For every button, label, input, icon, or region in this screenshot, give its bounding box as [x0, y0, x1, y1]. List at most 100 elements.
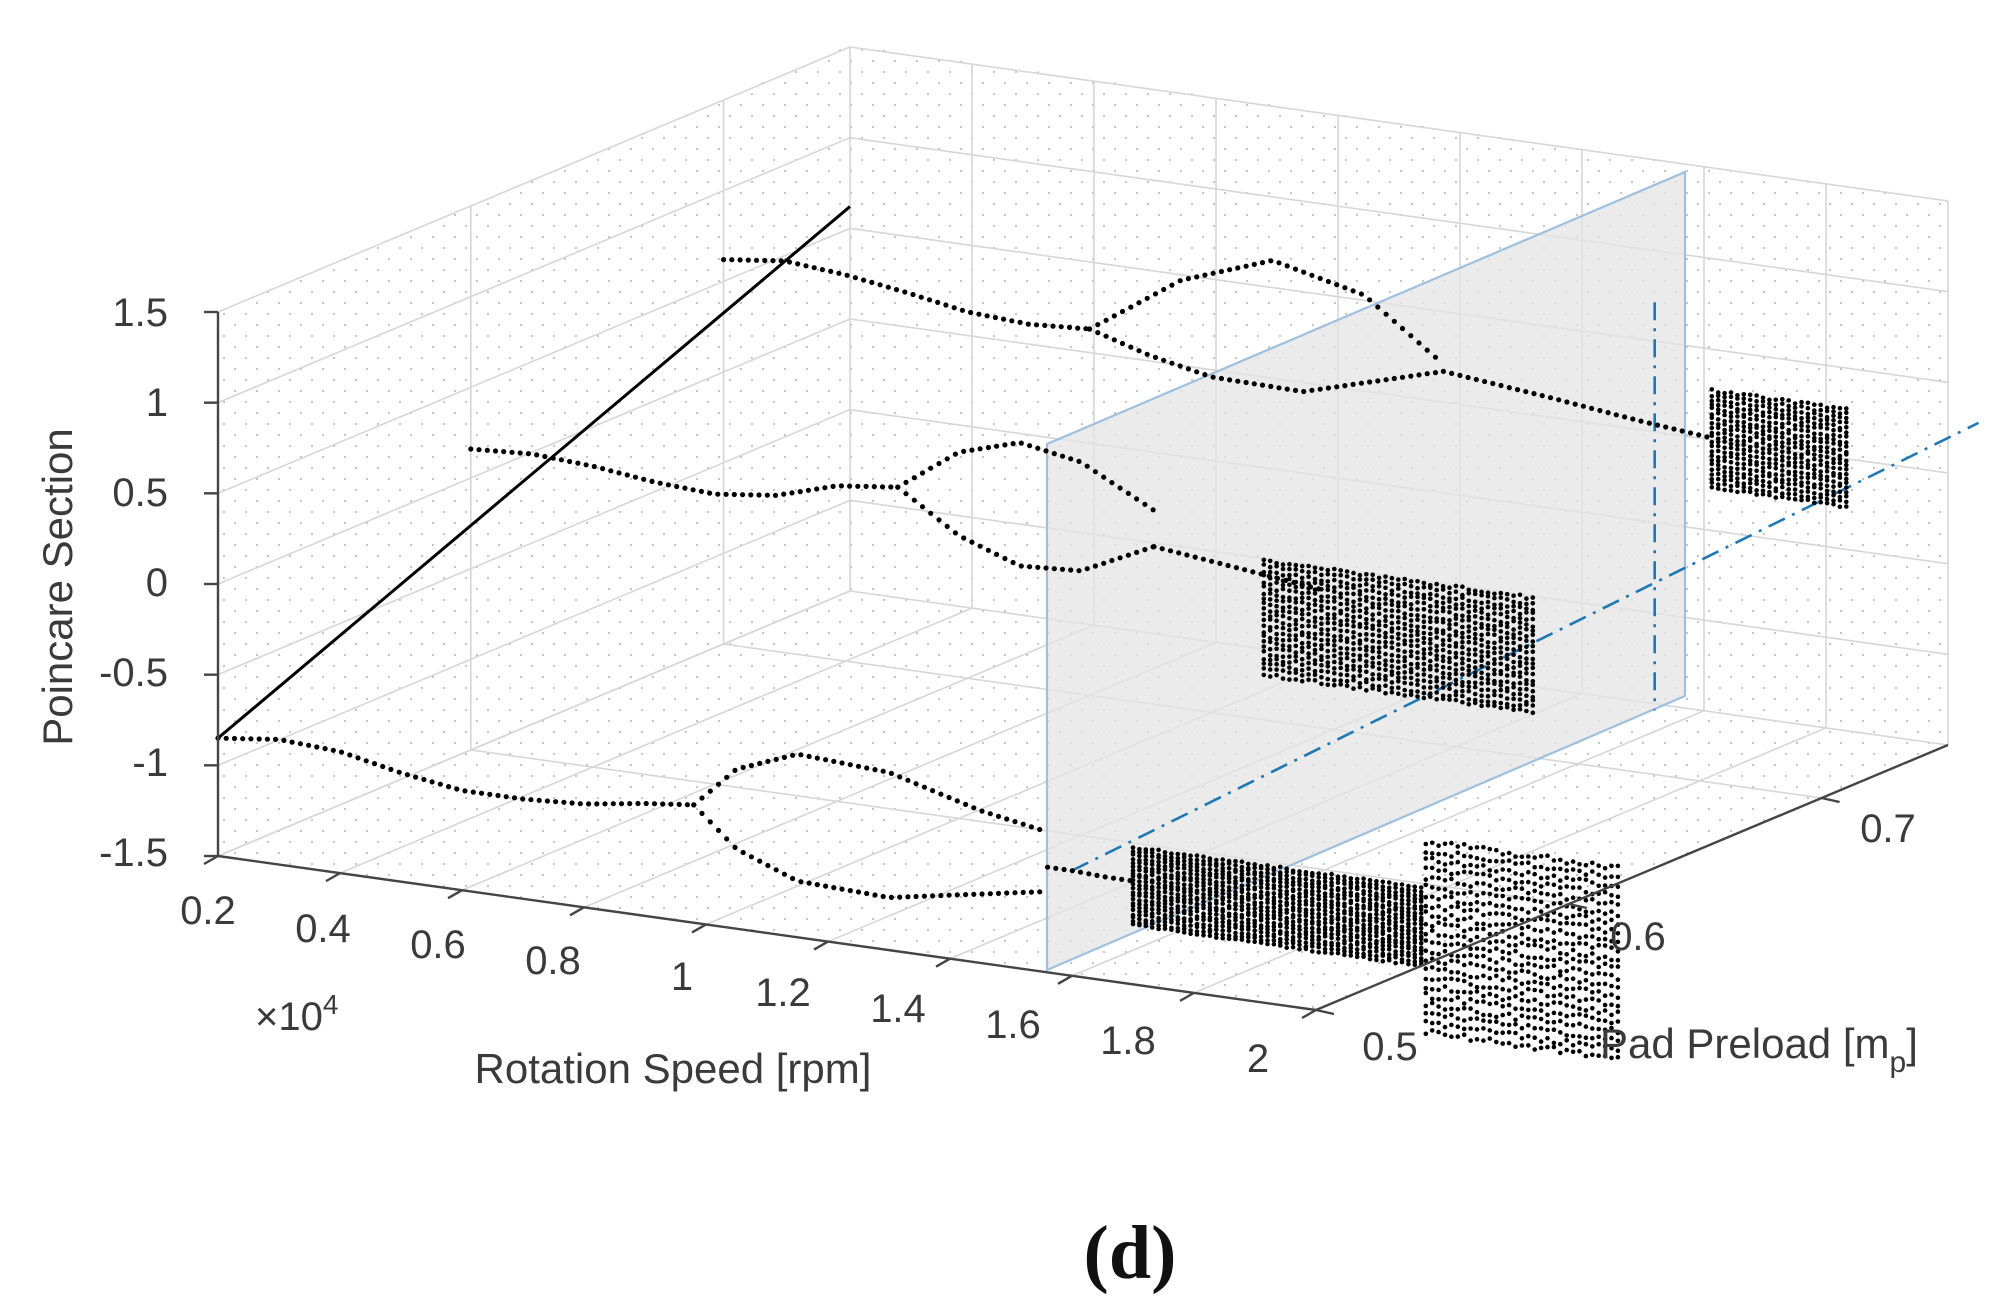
chaotic-point	[1214, 893, 1219, 898]
chaotic-point	[1728, 477, 1734, 483]
chaotic-point	[1453, 671, 1459, 677]
chaotic-point	[1169, 906, 1174, 912]
chaotic-point	[1786, 416, 1791, 421]
branch-point	[586, 801, 592, 807]
chaotic-point	[1290, 912, 1296, 918]
chaotic-point	[1506, 951, 1512, 956]
chaotic-point	[1545, 964, 1550, 969]
branch-point	[1292, 266, 1299, 272]
chaotic-point	[1175, 892, 1181, 897]
chaotic-point	[1487, 883, 1493, 888]
chaotic-point	[1722, 422, 1727, 427]
branch-point	[1564, 399, 1570, 405]
chaotic-point	[1805, 475, 1811, 481]
chaotic-point	[1220, 857, 1225, 862]
chaotic-point	[1290, 944, 1296, 950]
chaotic-point	[1143, 883, 1149, 889]
branch-point	[1408, 373, 1414, 379]
chaotic-point	[1735, 419, 1740, 425]
chaotic-point	[1709, 480, 1715, 485]
chaotic-point	[1498, 611, 1504, 617]
chaotic-point	[1474, 855, 1480, 861]
chaotic-point	[1408, 653, 1414, 659]
chaotic-point	[1466, 634, 1472, 640]
chaotic-point	[1511, 647, 1516, 652]
chaotic-point	[1481, 863, 1486, 868]
chaotic-point	[1429, 1020, 1435, 1026]
chaotic-point	[1824, 421, 1830, 427]
chaotic-point	[1494, 1039, 1499, 1045]
chaotic-point	[1299, 649, 1305, 654]
chaotic-point	[1406, 917, 1411, 923]
chaotic-point	[1479, 637, 1484, 642]
chaotic-point	[1423, 909, 1429, 914]
chaotic-point	[1564, 1038, 1569, 1043]
chaotic-point	[1517, 655, 1523, 660]
chaotic-point	[1844, 458, 1849, 464]
chaotic-point	[1747, 429, 1753, 435]
x-tick-mark	[203, 854, 219, 866]
chaotic-point	[1504, 604, 1510, 609]
branch-point	[1317, 386, 1323, 392]
chaotic-point	[1370, 577, 1375, 582]
chaotic-point	[1735, 466, 1740, 472]
grid-line	[217, 136, 851, 404]
chaotic-point	[1162, 912, 1168, 918]
chaotic-point	[1338, 660, 1343, 666]
chaotic-point	[1792, 460, 1798, 466]
chaotic-point	[1386, 900, 1392, 905]
chaotic-point	[1615, 985, 1621, 990]
branch-point	[963, 892, 969, 898]
chaotic-point	[1376, 584, 1382, 589]
chaotic-point	[1293, 606, 1299, 611]
chaotic-point	[1596, 901, 1601, 906]
chaotic-point	[1609, 983, 1614, 989]
chaotic-point	[1709, 472, 1715, 477]
chaotic-point	[1280, 599, 1286, 604]
chaotic-point	[1325, 637, 1331, 643]
chaotic-point	[1436, 875, 1441, 881]
chaotic-point	[1492, 650, 1497, 656]
chaotic-point	[1440, 584, 1446, 589]
chaotic-point	[1460, 601, 1465, 607]
chaotic-point	[1188, 853, 1193, 858]
chaotic-point	[1312, 647, 1318, 653]
chaotic-point	[1261, 596, 1267, 602]
chaotic-point	[1299, 645, 1305, 651]
chaotic-point	[1429, 914, 1435, 919]
chaotic-point	[1233, 889, 1238, 895]
chaotic-point	[1468, 946, 1473, 951]
branch-point	[855, 763, 862, 769]
chaotic-point	[1274, 618, 1279, 624]
chaotic-point	[1709, 443, 1715, 449]
chaotic-point	[1812, 482, 1817, 488]
chaotic-point	[1290, 868, 1296, 874]
chaotic-point	[1564, 931, 1569, 936]
chaotic-point	[1479, 675, 1484, 681]
chaotic-point	[1715, 436, 1721, 442]
branch-point	[798, 752, 804, 758]
chaotic-point	[1609, 945, 1614, 950]
chaotic-point	[1596, 1053, 1601, 1058]
chaotic-point	[1428, 619, 1433, 625]
chaotic-point	[1487, 923, 1493, 928]
chaotic-point	[1252, 870, 1257, 875]
chaotic-point	[1310, 871, 1315, 876]
chaotic-point	[1805, 462, 1811, 468]
chaotic-point	[1460, 680, 1465, 685]
branch-point	[632, 474, 639, 480]
chaotic-point	[1504, 666, 1510, 672]
chaotic-point	[1220, 862, 1225, 867]
chaotic-point	[1316, 934, 1321, 940]
branch-point	[1128, 304, 1134, 310]
chaotic-point	[1760, 460, 1766, 466]
chaotic-point	[1344, 655, 1350, 661]
branch-point	[520, 796, 526, 802]
chaotic-point	[1175, 921, 1181, 926]
branch-point	[1367, 297, 1373, 303]
chaotic-point	[1329, 876, 1334, 882]
chaotic-point	[1792, 426, 1798, 432]
chaotic-point	[1824, 496, 1830, 502]
chaotic-point	[1519, 880, 1525, 885]
chaotic-point	[1376, 645, 1382, 650]
